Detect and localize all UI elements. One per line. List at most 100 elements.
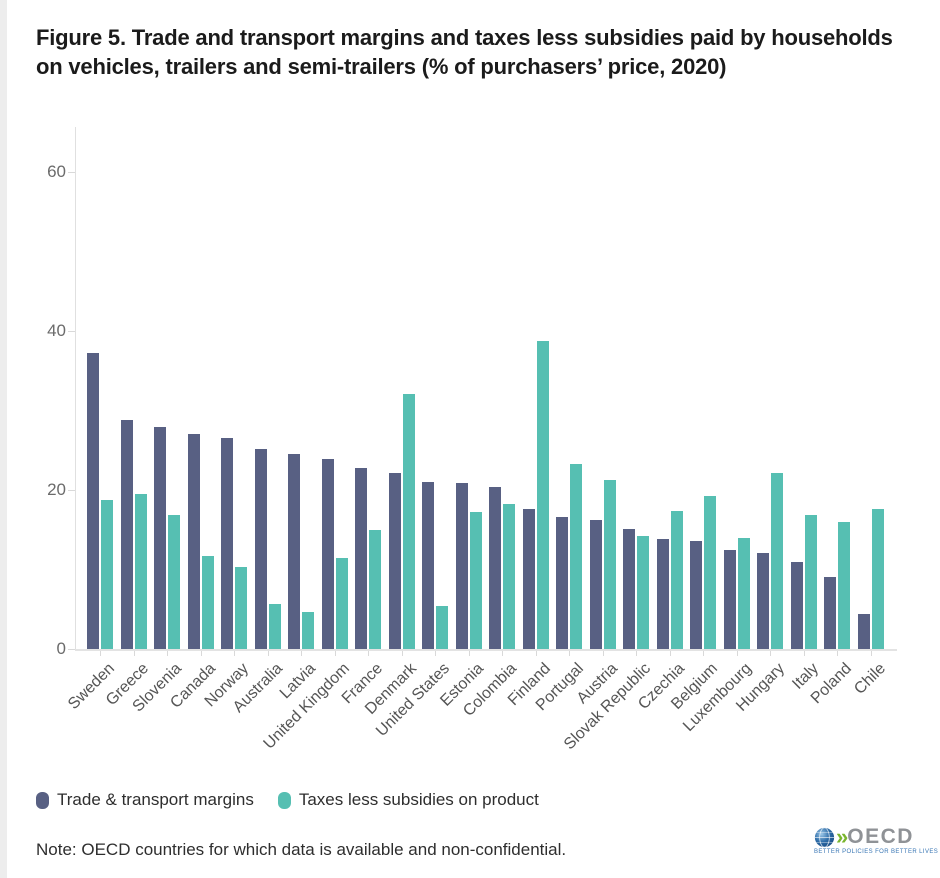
bar-taxes-Slovenia [168, 515, 180, 649]
x-axis-tick [736, 651, 738, 656]
bar-taxes-United Kingdom [335, 558, 348, 649]
bar-margins-Latvia [288, 454, 300, 649]
x-axis-tick [133, 651, 135, 656]
x-axis-line [75, 649, 897, 651]
bar-margins-United Kingdom [321, 459, 334, 649]
legend-label-taxes: Taxes less subsidies on product [298, 790, 539, 809]
bar-taxes-Sweden [101, 500, 113, 649]
bar-margins-Greece [120, 420, 133, 649]
figure-title: Figure 5. Trade and transport margins an… [36, 24, 893, 79]
legend-item-margins: Trade & transport margins [36, 790, 254, 810]
bar-margins-Canada [187, 434, 200, 649]
bar-margins-Italy [790, 562, 803, 649]
oecd-tagline: BETTER POLICIES FOR BETTER LIVES [814, 849, 939, 855]
x-axis-tick [870, 651, 872, 656]
x-axis-tick [669, 651, 671, 656]
bar-taxes-Canada [201, 556, 214, 649]
x-axis-tick [770, 651, 771, 656]
bar-chart: 0 20 40 60 Sweden Greece Slovenia Canada Norway A… [47, 127, 897, 753]
x-axis-tick [569, 651, 570, 656]
y-axis-tick-label: 20 [47, 480, 66, 499]
bar-taxes-Belgium [704, 496, 716, 649]
bar-margins-Slovenia [154, 427, 166, 649]
bar-taxes-Austria [603, 480, 616, 649]
bar-margins-France [355, 468, 367, 649]
bar-taxes-Greece [134, 494, 147, 649]
x-axis-tick [602, 651, 604, 656]
bar-margins-Czechia [656, 539, 669, 649]
y-axis-tick [68, 649, 75, 650]
oecd-wordmark: OECD [847, 825, 914, 848]
bar-margins-Australia [254, 449, 267, 649]
bar-margins-Finland [522, 509, 535, 649]
bar-taxes-Portugal [570, 464, 582, 649]
bar-margins-Portugal [556, 517, 568, 649]
bar-margins-Norway [221, 438, 233, 649]
x-axis-tick [334, 651, 336, 656]
legend-swatch-taxes [277, 791, 291, 809]
bar-taxes-Poland [838, 522, 850, 649]
bar-taxes-Czechia [670, 511, 683, 649]
oecd-logo-row: » OECD [814, 826, 926, 848]
chevrons-icon: » [836, 824, 848, 849]
bar-margins-Colombia [489, 487, 501, 649]
bar-taxes-Hungary [771, 473, 783, 649]
x-axis-tick [502, 651, 503, 656]
bar-taxes-Estonia [469, 512, 482, 649]
bar-margins-Sweden [87, 353, 99, 649]
y-axis-tick [68, 172, 75, 173]
globe-icon [814, 826, 835, 848]
footnote-text: Note: OECD countries for which data is a… [36, 840, 567, 859]
bar-taxes-Australia [268, 604, 281, 649]
bar-margins-Poland [824, 577, 836, 649]
x-axis-tick [301, 651, 302, 656]
bar-taxes-Luxembourg [737, 538, 750, 649]
bar-taxes-Slovak Republic [637, 536, 649, 649]
bar-taxes-Latvia [302, 612, 314, 649]
x-axis-tick [535, 651, 537, 656]
x-axis-tick [267, 651, 269, 656]
oecd-logo: » OECD BETTER POLICIES FOR BETTER LIVES [814, 826, 939, 856]
legend-item-taxes: Taxes less subsidies on product [277, 790, 539, 810]
y-axis-tick-label: 0 [56, 639, 66, 658]
y-axis-tick-label: 60 [47, 162, 66, 181]
bar-margins-Denmark [388, 473, 401, 649]
y-axis-tick [68, 331, 75, 332]
x-axis-tick [200, 651, 202, 656]
x-axis-tick [837, 651, 838, 656]
bar-taxes-Chile [871, 509, 884, 649]
bar-taxes-Denmark [402, 394, 415, 649]
bar-margins-Austria [589, 520, 602, 649]
page-edge-strip [0, 0, 7, 878]
footnote-row: Note: OECD countries for which data is a… [36, 840, 906, 860]
bar-margins-Belgium [690, 541, 702, 649]
chart-legend: Trade & transport margins Taxes less subs… [36, 790, 539, 810]
x-axis-tick [234, 651, 235, 656]
bar-margins-Luxembourg [723, 550, 736, 649]
x-axis-tick [468, 651, 470, 656]
x-axis-tick [100, 651, 101, 656]
bar-margins-Hungary [757, 553, 769, 649]
x-axis-tick [803, 651, 805, 656]
bar-margins-Chile [857, 614, 870, 649]
bar-taxes-Finland [536, 341, 549, 649]
bar-margins-Estonia [455, 483, 468, 649]
bar-taxes-Colombia [503, 504, 515, 649]
x-axis-tick [636, 651, 637, 656]
x-axis-tick [401, 651, 403, 656]
y-axis-tick [68, 490, 75, 491]
bar-margins-Slovak Republic [623, 529, 635, 649]
x-axis-tick [435, 651, 436, 656]
bar-taxes-France [369, 530, 381, 649]
bar-taxes-Italy [804, 515, 817, 649]
y-axis-tick-label: 40 [47, 321, 66, 340]
bar-taxes-United States [436, 606, 448, 649]
x-axis-tick [167, 651, 168, 656]
legend-swatch-margins [36, 791, 49, 809]
legend-label-margins: Trade & transport margins [57, 790, 254, 809]
x-axis-tick [703, 651, 704, 656]
bar-margins-United States [422, 482, 434, 649]
x-axis-tick [368, 651, 369, 656]
y-axis-line [75, 127, 76, 650]
